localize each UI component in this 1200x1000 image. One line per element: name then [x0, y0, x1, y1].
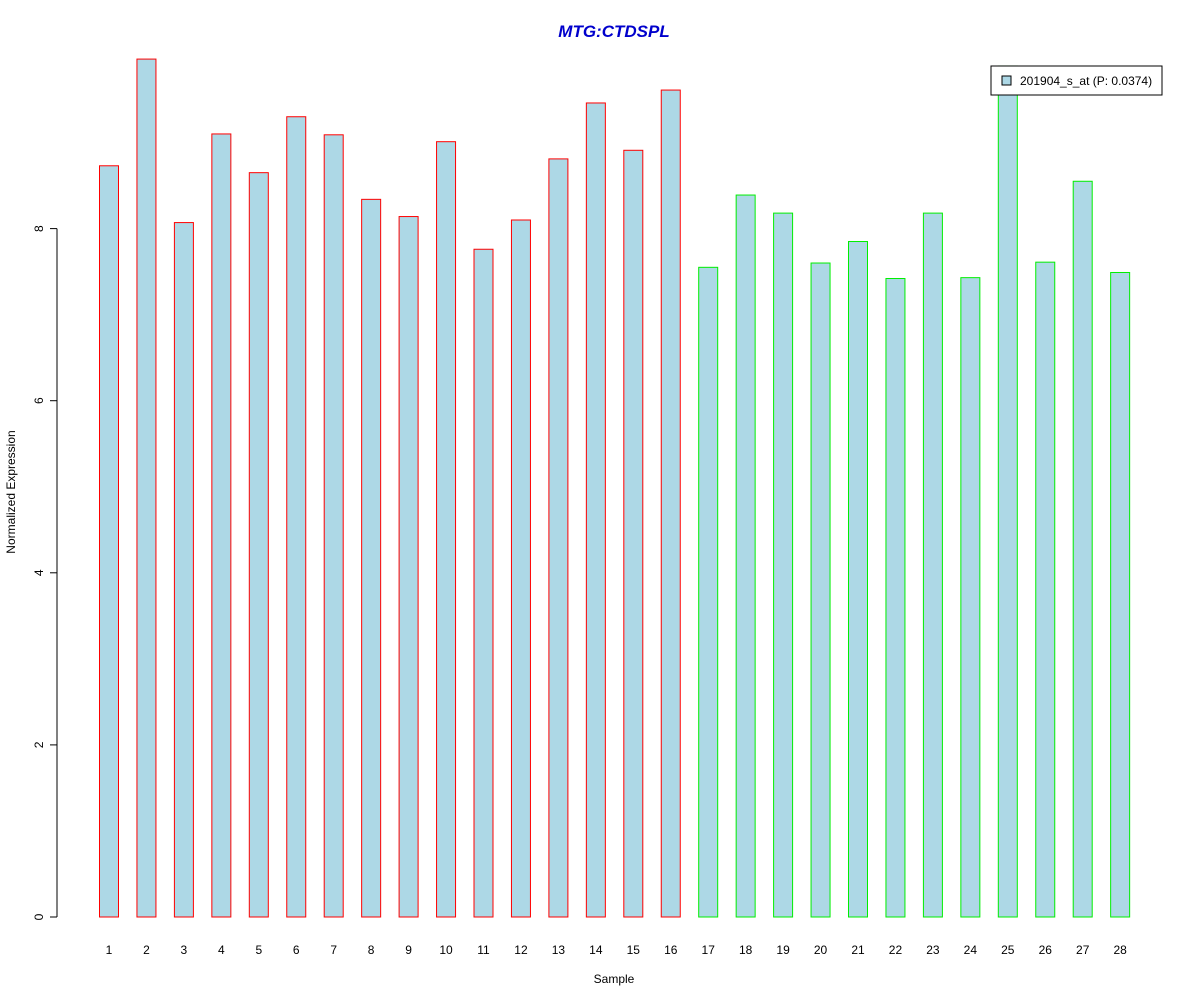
- bar-sample-18: [735, 194, 756, 918]
- x-axis-label: Sample: [594, 972, 635, 986]
- y-tick-label: 0: [32, 913, 46, 920]
- x-tick-label-8: 8: [368, 943, 375, 957]
- legend: 201904_s_at (P: 0.0374): [990, 65, 1163, 96]
- legend-box: [990, 65, 1163, 96]
- bar-sample-12: [510, 219, 531, 918]
- y-tick-label: 4: [32, 569, 46, 576]
- bar-sample-5: [248, 172, 269, 918]
- bar-sample-13: [548, 158, 569, 918]
- bar-sample-19: [773, 212, 794, 918]
- x-tick-label-20: 20: [814, 943, 828, 957]
- bars-group: [99, 58, 1131, 918]
- bar-sample-22: [885, 278, 906, 918]
- x-tick-label-15: 15: [627, 943, 641, 957]
- y-axis: 0 2 4 6 8: [32, 225, 58, 920]
- bar-sample-16: [660, 89, 681, 918]
- legend-label: 201904_s_at (P: 0.0374): [1020, 74, 1152, 88]
- bar-sample-1: [99, 165, 119, 918]
- x-tick-label-2: 2: [143, 943, 150, 957]
- bar-sample-20: [810, 262, 831, 918]
- bar-sample-17: [698, 266, 719, 918]
- bar-sample-21: [848, 241, 868, 918]
- bar-sample-27: [1072, 180, 1093, 918]
- x-tick-label-9: 9: [405, 943, 412, 957]
- x-tick-label-6: 6: [293, 943, 300, 957]
- chart-title: MTG:CTDSPL: [558, 22, 669, 41]
- x-tick-label-12: 12: [514, 943, 528, 957]
- x-tick-label-7: 7: [330, 943, 337, 957]
- bar-sample-26: [1035, 261, 1056, 918]
- x-tick-label-17: 17: [702, 943, 716, 957]
- x-tick-label-13: 13: [552, 943, 566, 957]
- x-tick-label-10: 10: [439, 943, 453, 957]
- bar-sample-28: [1110, 271, 1131, 918]
- bar-sample-23: [922, 212, 943, 918]
- x-tick-label-22: 22: [889, 943, 903, 957]
- bar-sample-14: [585, 102, 606, 918]
- bar-sample-2: [136, 58, 157, 918]
- x-tick-label-11: 11: [477, 943, 490, 957]
- x-tick-label-19: 19: [776, 943, 790, 957]
- bar-sample-11: [473, 248, 494, 918]
- bar-sample-15: [623, 149, 644, 918]
- x-tick-label-21: 21: [851, 943, 865, 957]
- x-tick-label-28: 28: [1113, 943, 1127, 957]
- x-tick-label-25: 25: [1001, 943, 1015, 957]
- bar-sample-6: [286, 116, 307, 918]
- bar-sample-25: [997, 65, 1018, 918]
- x-tick-label-27: 27: [1076, 943, 1090, 957]
- bar-sample-4: [211, 133, 232, 918]
- bar-sample-3: [173, 222, 194, 918]
- bar-sample-10: [436, 141, 457, 918]
- x-tick-label-14: 14: [589, 943, 603, 957]
- y-axis-label: Normalized Expression: [4, 430, 18, 553]
- x-tick-label-26: 26: [1039, 943, 1053, 957]
- bar-sample-24: [960, 277, 981, 918]
- y-tick-label: 2: [32, 741, 46, 748]
- x-tick-label-3: 3: [181, 943, 188, 957]
- x-tick-label-18: 18: [739, 943, 753, 957]
- bar-sample-7: [323, 134, 344, 918]
- x-tick-labels: 1 2 3 4 5 6 7 8 9 10 11 12 13 14 15 16 17 18 19 20 21 22 23 24 2…: [106, 943, 1127, 957]
- x-tick-label-24: 24: [964, 943, 978, 957]
- legend-swatch: [1001, 75, 1012, 86]
- x-tick-label-23: 23: [926, 943, 940, 957]
- y-tick-label: 6: [32, 397, 46, 404]
- bar-sample-9: [398, 216, 419, 918]
- x-tick-label-4: 4: [218, 943, 225, 957]
- y-tick-label: 8: [32, 225, 46, 232]
- bar-sample-8: [361, 198, 382, 918]
- x-tick-label-1: 1: [106, 943, 113, 957]
- x-tick-label-5: 5: [255, 943, 262, 957]
- x-tick-label-16: 16: [664, 943, 678, 957]
